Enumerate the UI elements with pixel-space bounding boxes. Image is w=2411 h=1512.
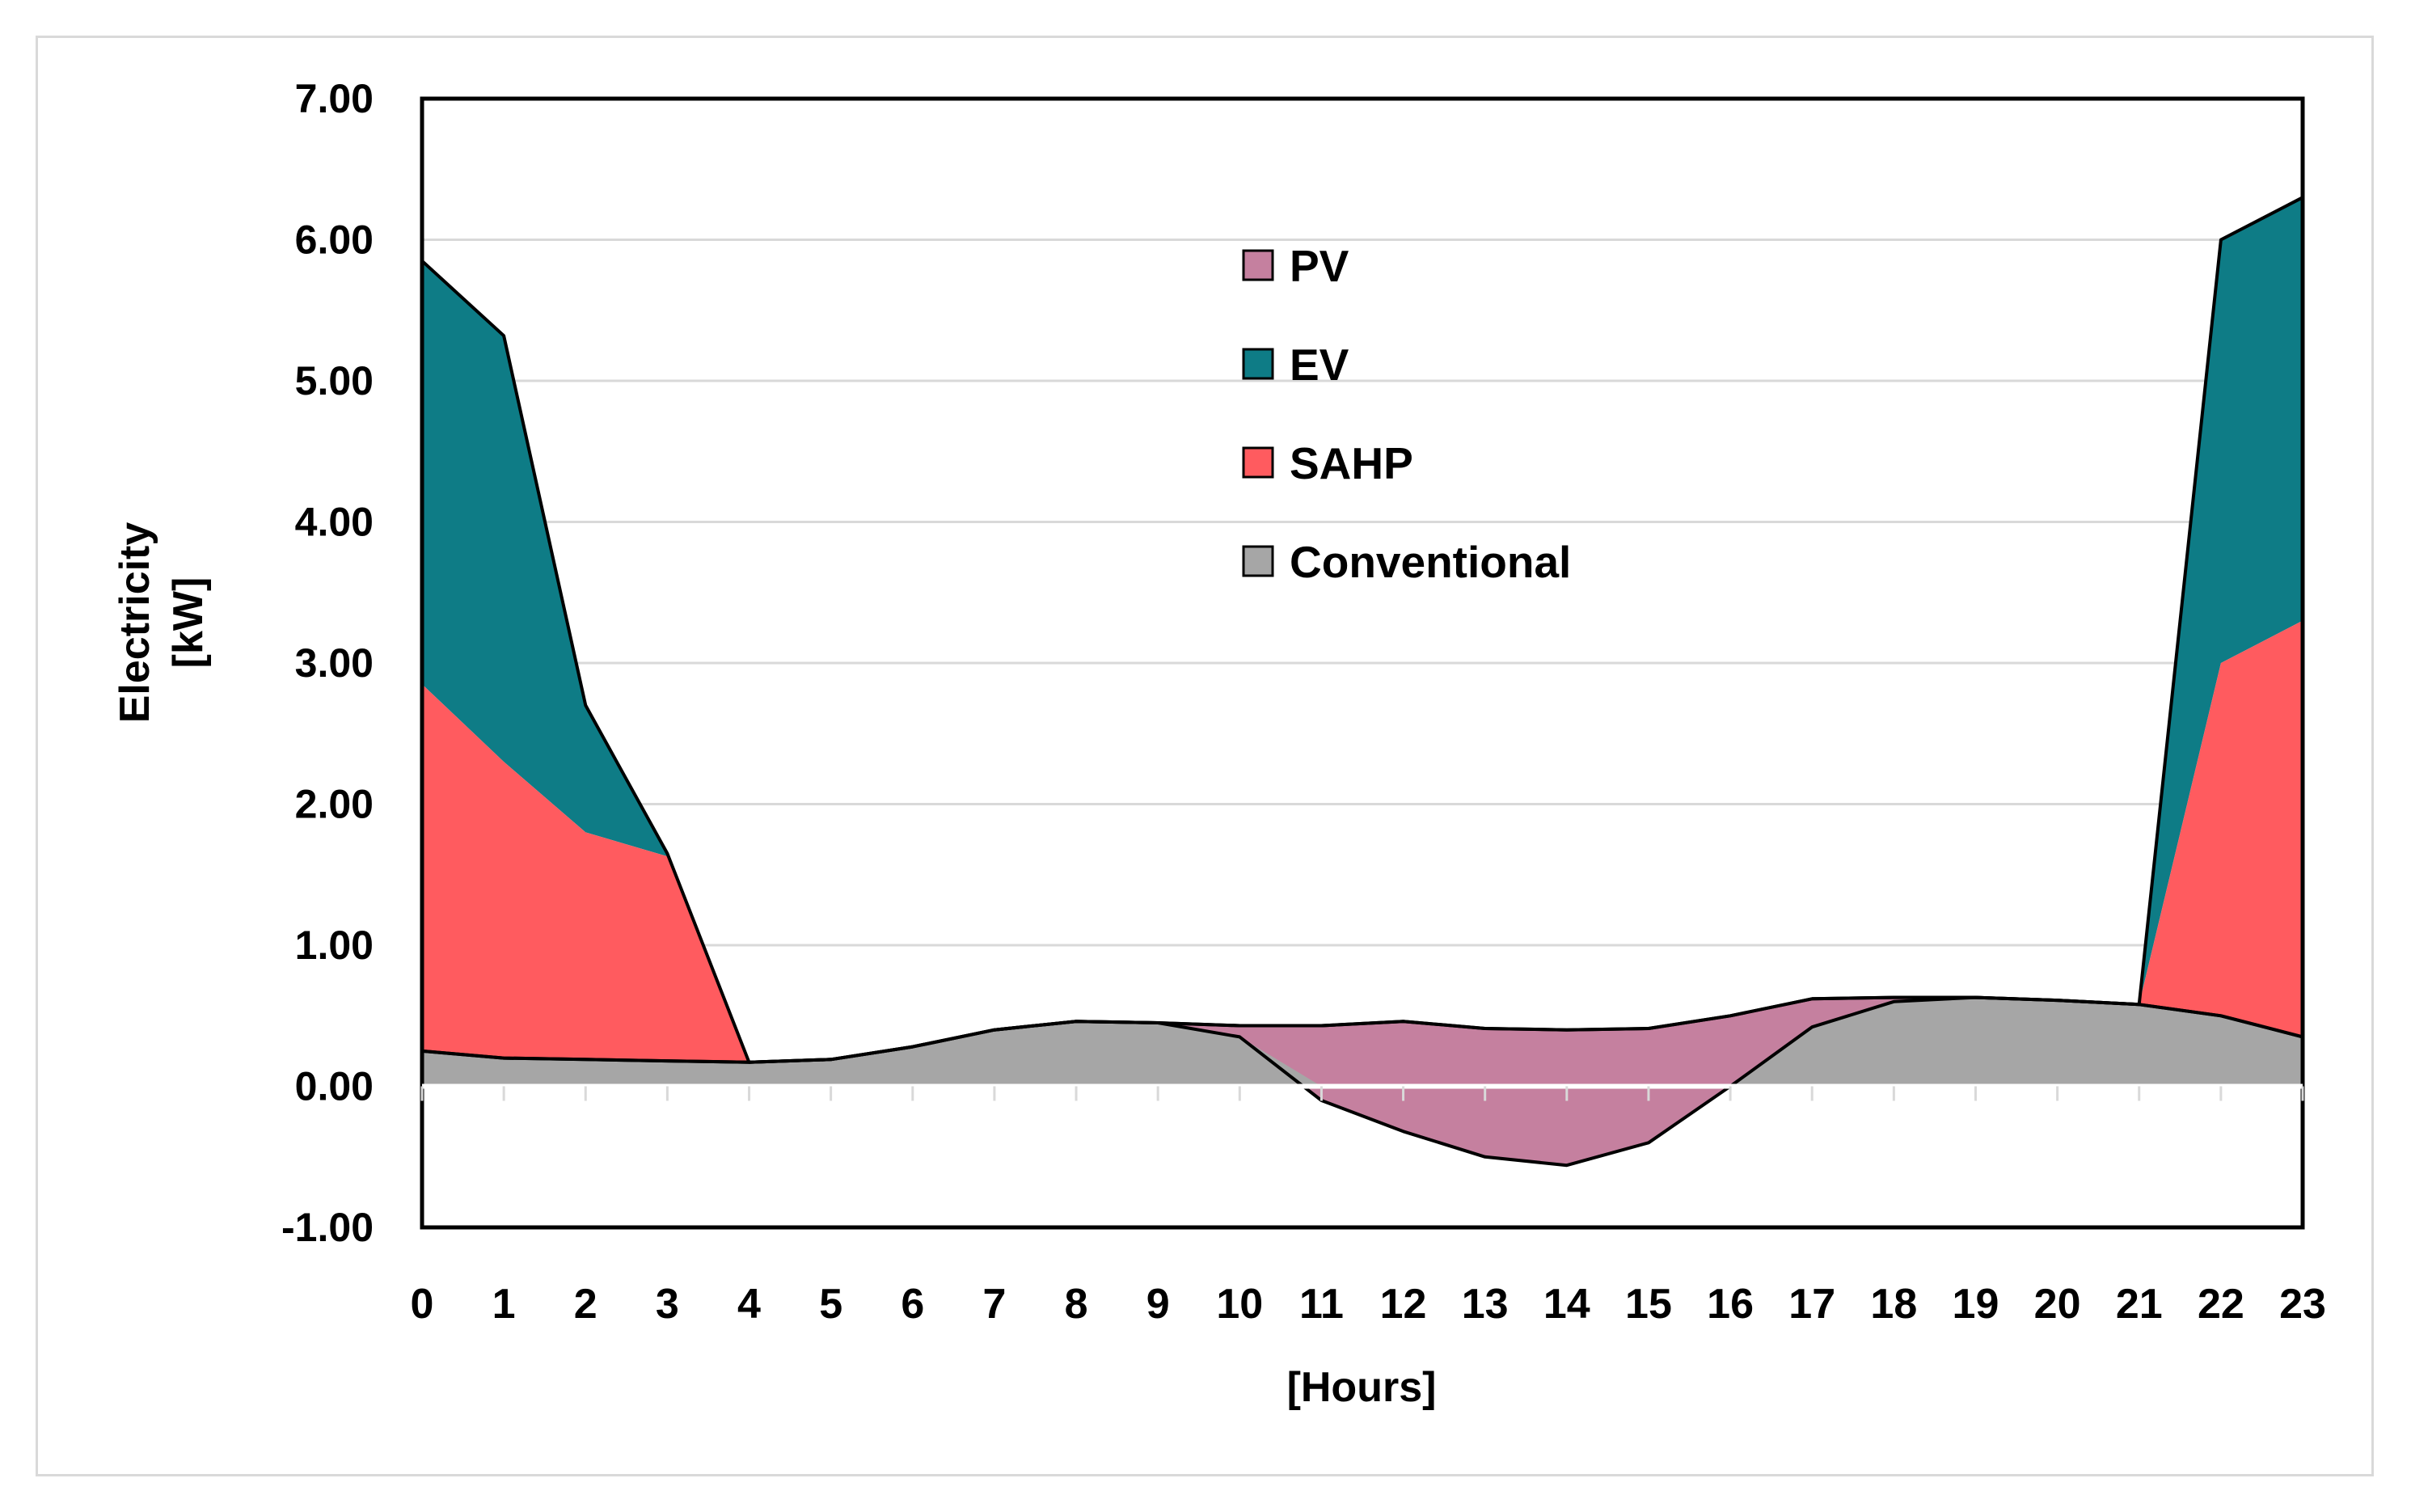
legend: PV EV SAHP Conventional [1242, 241, 1571, 587]
series-ev-area [422, 197, 2303, 1062]
legend-swatch-conventional [1242, 545, 1274, 577]
x-tick-label-4: 4 [737, 1281, 761, 1328]
legend-label-sahp: SAHP [1290, 438, 1413, 488]
y-tick-label-3: 4.00 [295, 500, 374, 545]
y-tick-label-8: -1.00 [281, 1205, 374, 1250]
series-conventional-area [422, 997, 2303, 1087]
x-axis-title: [Hours] [1287, 1364, 1437, 1411]
y-tick-labels: 7.00 6.00 5.00 4.00 3.00 2.00 1.00 0.00 -1.00 [281, 76, 374, 1250]
x-tick-label-12: 12 [1380, 1281, 1427, 1328]
series-pv-upper-outline [421, 995, 2303, 1064]
x-tick-label-9: 9 [1146, 1281, 1170, 1328]
series-sahp-area [422, 620, 2303, 1062]
x-tick-label-21: 21 [2116, 1281, 2163, 1328]
x-tick-label-10: 10 [1216, 1281, 1263, 1328]
axes [420, 96, 2305, 1230]
x-tick-label-15: 15 [1625, 1281, 1672, 1328]
legend-label-conventional: Conventional [1290, 537, 1571, 587]
x-tick-label-8: 8 [1065, 1281, 1088, 1328]
x-tick-label-16: 16 [1707, 1281, 1754, 1328]
plot-border [420, 96, 2305, 1230]
legend-label-pv: PV [1290, 241, 1349, 291]
y-tick-label-0: 7.00 [295, 76, 374, 121]
x-tick-label-5: 5 [819, 1281, 842, 1328]
legend-swatch-pv [1242, 249, 1274, 281]
y-tick-label-4: 3.00 [295, 640, 374, 686]
y-tick-label-6: 1.00 [295, 923, 374, 968]
x-tick-label-7: 7 [982, 1281, 1006, 1328]
x-tick-label-23: 23 [2279, 1281, 2326, 1328]
x-tick-label-6: 6 [901, 1281, 924, 1328]
data-areas [420, 196, 2303, 1168]
y-axis-title-line2: [kW] [165, 577, 212, 669]
x-tick-label-2: 2 [574, 1281, 597, 1328]
x-tick-label-17: 17 [1788, 1281, 1835, 1328]
y-axis-title-line1: Electricity [112, 522, 158, 724]
x-tick-label-3: 3 [656, 1281, 679, 1328]
x-tick-label-1: 1 [492, 1281, 516, 1328]
y-tick-label-1: 6.00 [295, 218, 374, 263]
x-tick-label-11: 11 [1299, 1281, 1344, 1328]
y-tick-label-7: 0.00 [295, 1064, 374, 1109]
y-tick-label-2: 5.00 [295, 358, 374, 403]
x-tick-labels: 0 1 2 3 4 5 6 7 8 9 10 11 12 13 14 15 16 17 18 19 20 21 22 23 [411, 1281, 2326, 1328]
legend-swatch-ev [1242, 348, 1274, 380]
series-ev-outline [420, 196, 2303, 1064]
x-tick-label-22: 22 [2198, 1281, 2244, 1328]
x-tick-label-19: 19 [1953, 1281, 1999, 1328]
series-pv-area [422, 997, 2303, 1166]
x-tick-label-13: 13 [1462, 1281, 1509, 1328]
x-tick-label-14: 14 [1543, 1281, 1590, 1328]
x-tick-label-20: 20 [2034, 1281, 2081, 1328]
x-tick-label-0: 0 [411, 1281, 434, 1328]
legend-swatch-sahp [1242, 446, 1274, 479]
legend-label-ev: EV [1290, 340, 1349, 390]
y-tick-label-5: 2.00 [295, 782, 374, 827]
x-tick-label-18: 18 [1870, 1281, 1917, 1328]
